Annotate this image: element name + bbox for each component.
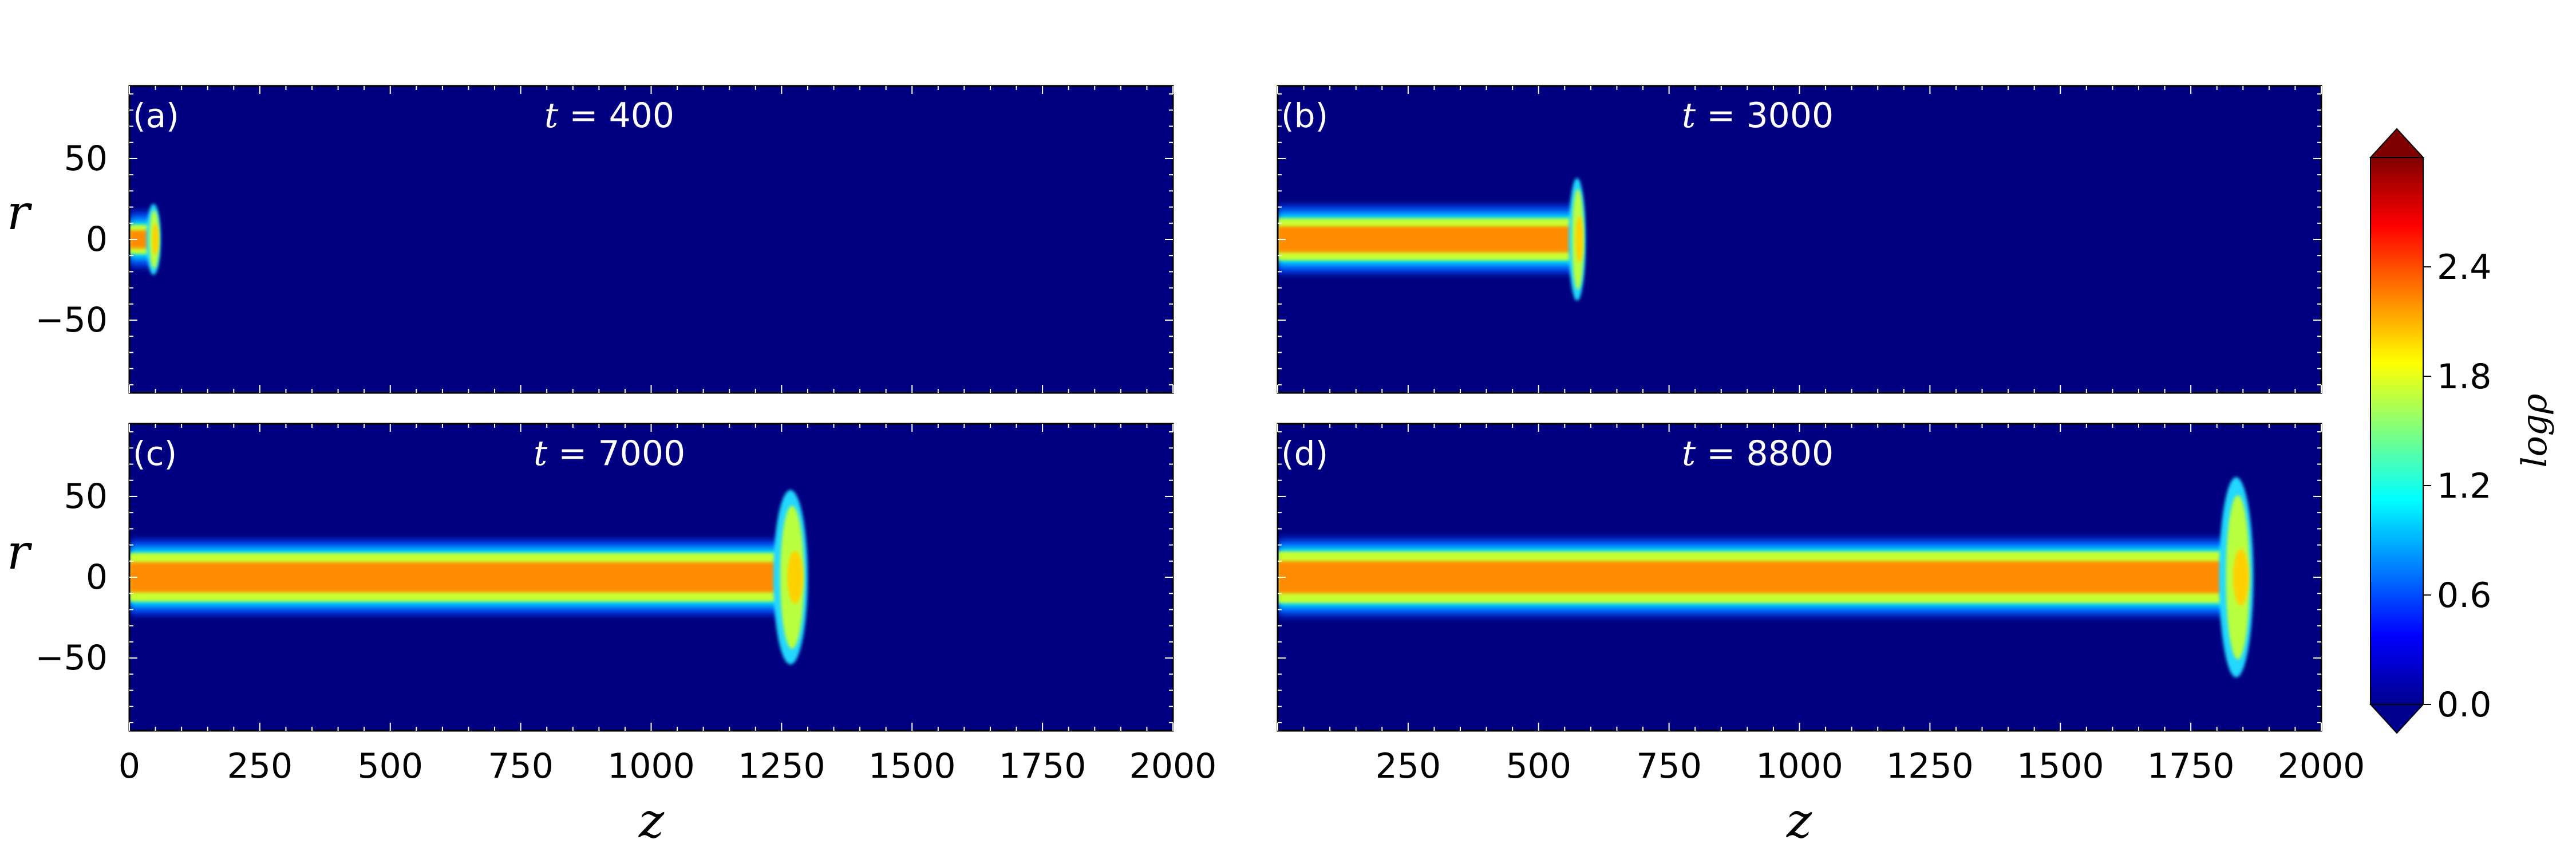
jet-density [129,490,808,665]
x-tick-label: 1750 [2147,746,2235,786]
panel-time-label: t = 400 [544,96,674,136]
x-axis-title-left: z [638,793,665,849]
panel-time-label: t = 3000 [1682,96,1834,136]
panel-ticks [129,424,1174,731]
y-axis-title-top: r [7,184,33,241]
colorbar-extend-top [2369,128,2425,158]
x-tick-label: 250 [227,746,293,786]
colorbar-tick-label: 1.2 [2437,466,2491,506]
colorbar-body [2370,157,2424,705]
x-tick-label: 2000 [2278,746,2365,786]
x-tick-label: 250 [1376,746,1441,786]
x-tick-label: 1250 [1886,746,1974,786]
y-tick-label: 50 [64,139,108,179]
colorbar-extend-bottom [2369,704,2425,734]
panel-ticks [1277,86,2322,393]
panel-time-label: t = 8800 [1682,434,1834,474]
x-tick-label: 1000 [1756,746,1843,786]
panel-time-label: t = 7000 [534,434,685,474]
jet-head-core [787,550,803,604]
colorbar-tick-label: 1.8 [2437,357,2491,397]
jet-head-core [2233,549,2249,606]
colorbar-title: logρ [2515,394,2555,468]
panel-a: (a) t = 400 50 0 −50 [35,85,1174,394]
y-tick-label: 0 [86,219,108,259]
y-tick-label: −50 [35,300,108,340]
colorbar: 0.0 0.6 1.2 1.8 2.4 logρ [2369,128,2555,734]
jet-core [129,562,780,593]
colorbar-tick-label: 0.6 [2437,576,2491,616]
x-tick-label: 0 [118,746,140,786]
jet-head-core [1575,216,1583,263]
x-tick-label: 1000 [607,746,695,786]
panel-background [129,86,1173,393]
x-tick-label: 2000 [1129,746,1217,786]
x-tick-label: 1750 [999,746,1086,786]
panel-d: (d) t = 8800 250 500 750 1000 1250 1500 1750 2000 [1277,423,2365,786]
x-tick-label: 1500 [868,746,956,786]
y-tick-label: 0 [86,557,108,597]
y-axis-title-bottom: r [7,524,33,580]
y-tick-label: −50 [35,638,108,678]
panel-label: (a) [133,96,179,135]
x-tick-label: 1500 [2017,746,2104,786]
colorbar-tick-label: 0.0 [2437,685,2491,725]
panel-label: (d) [1281,434,1328,473]
jet-head-core [152,223,159,255]
jet-core [1278,226,1572,253]
colorbar-tick-label: 2.4 [2437,247,2491,287]
colorbar-ticks: 0.0 0.6 1.2 1.8 2.4 [2423,247,2491,725]
jet-density [1278,178,1586,301]
x-tick-label: 750 [488,746,554,786]
x-tick-label: 500 [357,746,423,786]
panel-b: (b) t = 3000 [1277,85,2322,394]
y-tick-label: 50 [64,476,108,517]
panel-label: (c) [133,434,177,473]
x-tick-label: 750 [1636,746,1702,786]
x-tick-label: 500 [1506,746,1571,786]
jet-density [1278,477,2254,677]
x-axis-title-right: z [1786,793,1812,849]
x-tick-label: 1250 [738,746,825,786]
panel-label: (b) [1281,96,1328,135]
panel-ticks [129,86,1174,393]
jet-core [1278,561,2226,593]
panel-ticks [1277,424,2322,731]
